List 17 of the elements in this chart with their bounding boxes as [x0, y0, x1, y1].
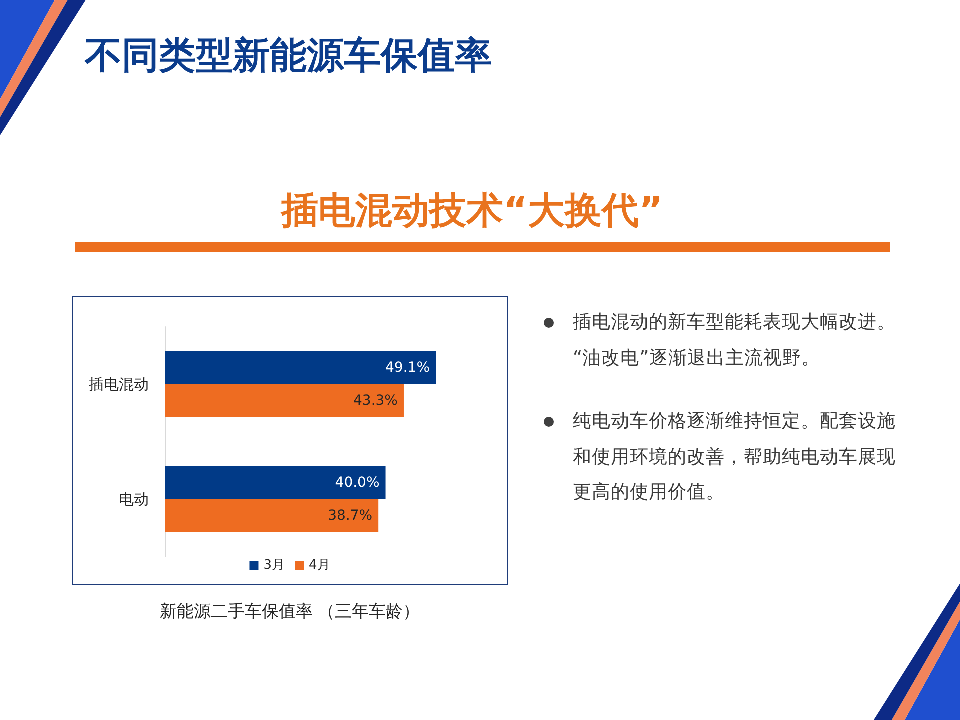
y-tick-label: 电动	[119, 490, 149, 508]
data-label: 40.0%	[335, 474, 380, 491]
text: 纯电动车价格逐渐维持恒定。配套设施和使用环境的改善，帮助纯电动车展现更高的使用价值。	[573, 410, 897, 505]
data-label: 38.7%	[328, 508, 373, 524]
y-tick-label: 插电混动	[89, 376, 149, 394]
bar	[165, 351, 436, 384]
chart-title: 不同类型新能源车保值率	[85, 33, 492, 79]
text: 插电混动的新车型能耗表现大幅改进。“油改电”逐渐退出主流视野。	[573, 311, 897, 370]
text: 新能源二手车保值率 （三年车龄）	[158, 601, 422, 624]
legend-label: 4月	[309, 558, 330, 573]
bar	[165, 466, 386, 500]
bar	[165, 500, 379, 533]
bar	[165, 384, 404, 418]
data-label: 43.3%	[354, 393, 398, 410]
chart-subtitle: 插电混动技术“大换代”	[280, 188, 664, 234]
legend-label: 3月	[264, 558, 286, 573]
data-label: 49.1%	[386, 360, 430, 376]
